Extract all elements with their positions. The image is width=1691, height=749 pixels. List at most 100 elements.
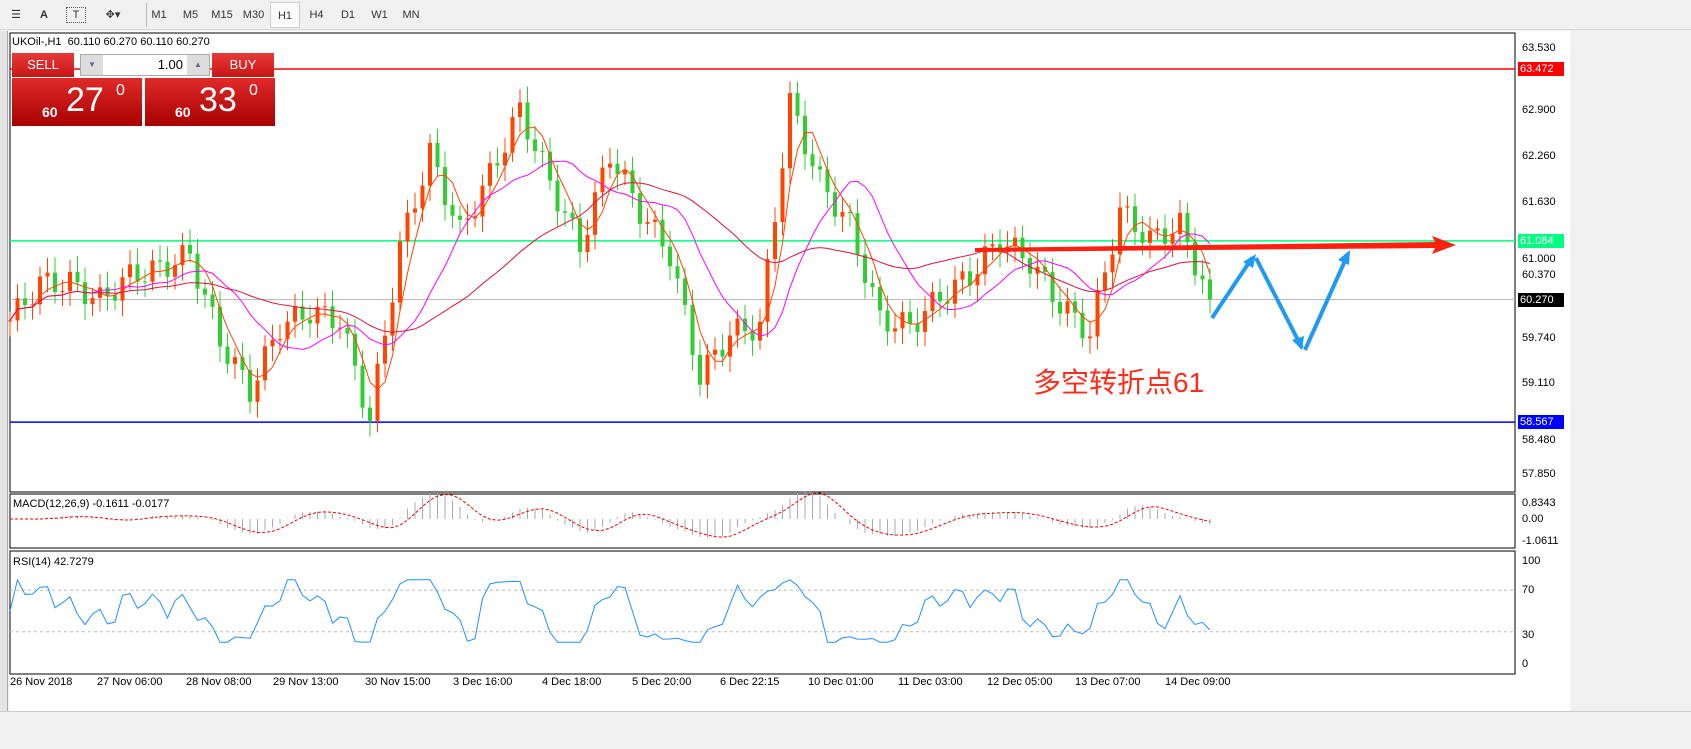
candle (1088, 336, 1092, 339)
timeframe-h1[interactable]: H1 (270, 2, 300, 28)
time-tick: 13 Dec 07:00 (1075, 676, 1141, 688)
candle (428, 142, 432, 186)
candle (135, 264, 140, 282)
blue-arrowhead (1243, 254, 1256, 268)
candle (1065, 301, 1070, 314)
blue-arrow-segment (1210, 256, 1254, 320)
candle (165, 261, 170, 277)
label-tool-icon[interactable]: T (66, 7, 86, 23)
rsi-tick: 70 (1522, 584, 1535, 596)
rsi-tick: 30 (1522, 629, 1535, 641)
rsi-tick: 0 (1522, 658, 1529, 670)
timeframe-m30[interactable]: M30 (242, 9, 265, 21)
price-tick: 58.480 (1522, 434, 1556, 447)
candle (503, 152, 507, 166)
time-tick: 10 Dec 01:00 (808, 676, 874, 688)
candle (570, 212, 575, 219)
candle (443, 167, 447, 206)
buy-button[interactable]: BUY (212, 53, 274, 77)
candle (683, 278, 687, 305)
timeframe-w1[interactable]: W1 (371, 9, 388, 21)
candle (203, 288, 207, 295)
candle (405, 212, 410, 242)
candle (600, 167, 605, 193)
time-tick: 3 Dec 16:00 (453, 676, 513, 688)
macd-tick: 0.00 (1522, 513, 1544, 525)
candle (113, 295, 117, 301)
price-tick: 57.850 (1522, 467, 1556, 480)
candle (45, 272, 50, 277)
candle (128, 264, 132, 278)
text-tool-icon[interactable]: A (40, 9, 48, 21)
candle (960, 271, 965, 280)
candle (840, 211, 845, 217)
timeframe-m5[interactable]: M5 (182, 9, 199, 21)
candle (53, 272, 57, 293)
red-arrow (975, 236, 1456, 254)
time-tick: 12 Dec 05:00 (987, 676, 1053, 688)
timeframe-m1[interactable]: M1 (151, 9, 167, 21)
candle (743, 318, 747, 332)
lot-size-stepper[interactable]: ▼ 1.00 ▲ (80, 54, 210, 76)
candle (593, 192, 597, 235)
candle (338, 327, 342, 329)
candle (1095, 289, 1100, 337)
arrows-tool-icon[interactable]: ✥▾ (105, 9, 121, 21)
candle (863, 254, 867, 283)
candle (413, 208, 417, 213)
candle (908, 312, 912, 324)
candle (578, 218, 582, 252)
candle (308, 319, 312, 324)
increase-lot-icon[interactable]: ▲ (187, 55, 209, 75)
candle (1140, 231, 1145, 243)
timeframe-m15[interactable]: M15 (211, 9, 233, 21)
candle (1080, 312, 1085, 339)
candle (330, 306, 335, 328)
sell-price[interactable]: 60 27 0 (12, 78, 142, 126)
decrease-lot-icon[interactable]: ▼ (81, 55, 103, 75)
candle (323, 306, 327, 308)
left-strip (0, 31, 8, 711)
candle (870, 282, 875, 288)
candle (585, 234, 590, 252)
candle (765, 258, 770, 322)
candle (263, 346, 267, 381)
macd-signal-line (10, 492, 1211, 538)
candle (300, 306, 305, 320)
time-tick: 6 Dec 22:15 (720, 676, 780, 688)
candle (233, 357, 237, 364)
candle (1185, 212, 1190, 243)
candle (188, 245, 192, 254)
price-tick: 59.110 (1522, 377, 1555, 390)
candle (555, 180, 560, 212)
timeframe-h4[interactable]: H4 (309, 9, 324, 21)
sell-button[interactable]: SELL (12, 53, 74, 77)
candle (270, 339, 275, 347)
candle (60, 290, 65, 293)
line-tools-icon[interactable]: ☰ (11, 9, 21, 21)
candle (345, 327, 350, 334)
price-tick: 63.530 (1522, 41, 1556, 54)
candle (375, 363, 380, 421)
candle (990, 244, 995, 247)
buy-price[interactable]: 60 33 0 (145, 78, 275, 126)
macd-panel (9, 493, 1516, 549)
candle (675, 266, 680, 279)
candle (225, 346, 230, 364)
candle (645, 221, 650, 224)
timeframe-d1[interactable]: D1 (340, 9, 356, 21)
candle (930, 291, 935, 312)
candle (8, 320, 12, 322)
timeframe-mn[interactable]: MN (402, 9, 420, 21)
candle (120, 277, 125, 301)
time-tick: 26 Nov 2018 (10, 676, 73, 688)
candle (773, 222, 777, 259)
price-level-tag: 60.270 (1518, 292, 1564, 307)
lot-size-input[interactable]: 1.00 (157, 57, 183, 72)
candle (1013, 237, 1017, 247)
candle (975, 274, 980, 286)
time-tick: 14 Dec 09:00 (1165, 676, 1231, 688)
macd-tick: 0.8343 (1522, 497, 1556, 509)
time-tick: 5 Dec 20:00 (632, 676, 692, 688)
candle (218, 306, 222, 347)
